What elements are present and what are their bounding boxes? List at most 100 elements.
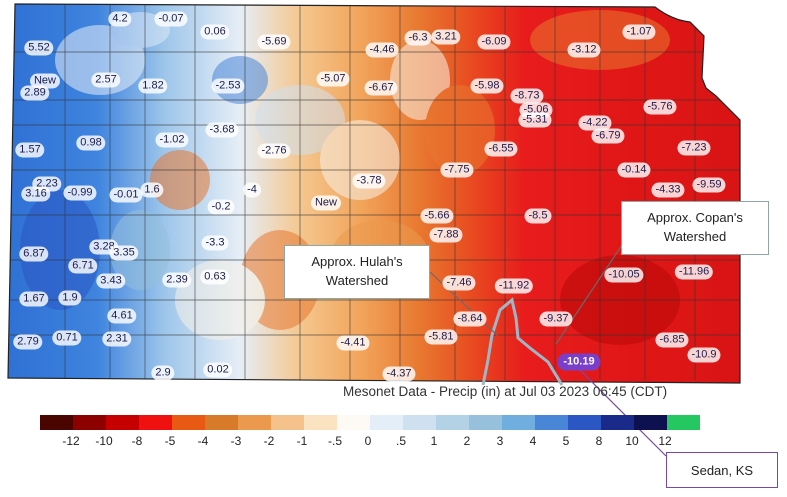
legend-swatch [139, 415, 172, 430]
station-value: -4.41 [336, 335, 370, 351]
legend-swatch [370, 415, 403, 430]
station-value: -0.14 [617, 162, 651, 178]
station-value: -7.75 [440, 162, 474, 178]
hulah-watershed-callout: Approx. Hulah's Watershed [284, 245, 430, 299]
station-value: -8.73 [510, 88, 544, 104]
station-value: New [310, 195, 342, 211]
legend-tick-label: -10 [95, 434, 113, 448]
legend-tick-label: 1 [430, 434, 438, 448]
legend-tick-label: 2 [463, 434, 471, 448]
station-value: 2.9 [151, 365, 175, 381]
station-value: -11.96 [674, 264, 714, 280]
station-value: -2.53 [211, 78, 245, 94]
legend-swatch [337, 415, 370, 430]
station-value: -5.98 [470, 78, 504, 94]
station-value: 0.71 [52, 330, 82, 346]
station-value: -7.23 [677, 140, 711, 156]
station-value: -0.07 [154, 11, 188, 27]
legend-swatch [73, 415, 106, 430]
legend-tick-label: 12 [658, 434, 672, 448]
station-value: 3.16 [21, 186, 51, 202]
station-value: 1.6 [140, 182, 164, 198]
station-value: -6.3 [404, 30, 432, 46]
legend-swatch [634, 415, 667, 430]
station-value: -11.92 [494, 278, 534, 294]
station-value: -10.19 [557, 353, 601, 371]
sedan-callout: Sedan, KS [666, 452, 778, 488]
legend-tick-label: -12 [62, 434, 80, 448]
station-value: 2.39 [162, 272, 192, 288]
station-value: -6.67 [364, 80, 398, 96]
callout-lines [429, 235, 629, 345]
station-value: -9.59 [692, 177, 726, 193]
station-value: -1.02 [155, 132, 189, 148]
legend-tick-label: -8 [131, 434, 143, 448]
station-value: -7.88 [429, 227, 463, 243]
station-value: -4 [243, 182, 261, 198]
station-value: 1.82 [138, 78, 168, 94]
station-value: -8.64 [453, 311, 487, 327]
legend-tick-label: 8 [595, 434, 603, 448]
legend-tick-label: -2 [263, 434, 275, 448]
legend-tick-label: -1 [296, 434, 308, 448]
legend-tick-label: -4 [197, 434, 209, 448]
station-value: -4.22 [578, 115, 612, 131]
copan-watershed-callout: Approx. Copan's Watershed [621, 201, 769, 255]
station-value: -4.33 [651, 182, 685, 198]
legend-swatch [535, 415, 568, 430]
station-value: -6.85 [655, 332, 689, 348]
station-value: -2.76 [257, 143, 291, 159]
legend-swatch [502, 415, 535, 430]
station-value: 0.06 [200, 24, 230, 40]
station-value: 0.63 [200, 269, 230, 285]
station-value: -5.81 [424, 329, 458, 345]
legend-tick-label: 4 [529, 434, 537, 448]
legend-swatch [271, 415, 304, 430]
station-value: -4.37 [382, 366, 416, 382]
station-value: -5.31 [518, 112, 552, 128]
station-value: 2.57 [91, 72, 121, 88]
sedan-pointer [579, 369, 667, 457]
station-value: -10.05 [604, 267, 644, 283]
station-value: -10.9 [687, 347, 721, 363]
station-value: -3.12 [567, 42, 601, 58]
station-value: 3.43 [96, 273, 126, 289]
station-value: 3.21 [431, 29, 461, 45]
legend-tick-label: 10 [625, 434, 639, 448]
station-value: 6.87 [19, 246, 49, 262]
station-value: 5.52 [24, 40, 54, 56]
station-value: -8.5 [524, 208, 552, 224]
legend-tick-label: -.5 [327, 434, 343, 448]
station-value: -6.79 [591, 128, 625, 144]
legend-swatch [403, 415, 436, 430]
legend-swatch [304, 415, 337, 430]
legend-tick-label: -3 [230, 434, 242, 448]
station-value: -7.46 [442, 275, 476, 291]
station-value: -0.01 [109, 187, 143, 203]
legend-swatch [436, 415, 469, 430]
legend-tick-label: -5 [164, 434, 176, 448]
precip-legend [40, 415, 700, 430]
legend-tick-label: 3 [496, 434, 504, 448]
legend-swatch [238, 415, 271, 430]
state-outline [7, 3, 741, 384]
station-value: 2.79 [13, 334, 43, 350]
watershed-outline [481, 297, 564, 386]
legend-swatch [601, 415, 634, 430]
legend-tick-label: 5 [562, 434, 570, 448]
station-value: -1.07 [622, 24, 656, 40]
station-value: 0.98 [76, 135, 106, 151]
station-value: -9.37 [539, 311, 573, 327]
station-value: -5.07 [316, 71, 350, 87]
legend-tick-label: 0 [364, 434, 372, 448]
map-caption: Mesonet Data - Precip (in) at Jul 03 202… [343, 384, 668, 399]
station-value: 1.67 [19, 291, 49, 307]
legend-swatch [172, 415, 205, 430]
station-value: -3.68 [205, 122, 239, 138]
station-value: -5.76 [643, 99, 677, 115]
legend-swatch [469, 415, 502, 430]
legend-swatch [205, 415, 238, 430]
station-value: -3.78 [352, 173, 386, 189]
station-value: -6.09 [477, 34, 511, 50]
station-value: -3.3 [201, 235, 229, 251]
